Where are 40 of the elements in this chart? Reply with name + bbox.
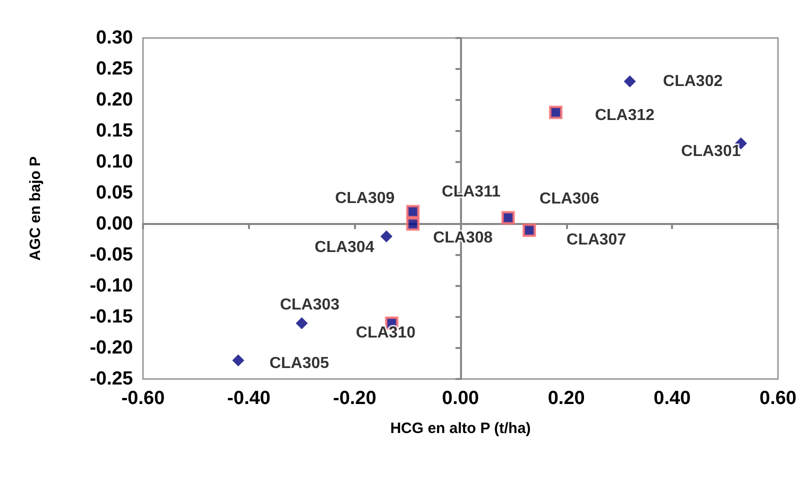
x-tick-label: 0.00 [442,388,479,409]
x-axis-title: HCG en alto P (t/ha) [390,420,531,437]
x-tick-label: 0.20 [548,388,585,409]
x-tick-label: -0.60 [121,388,165,409]
y-tick-label: 0.05 [96,182,134,204]
x-tick-label: 0.60 [760,388,796,409]
y-tick-label: 0.15 [96,120,134,142]
point [406,204,420,218]
point [522,223,536,237]
annotation: CLA305 [269,354,330,372]
y-axis-title: AGC en bajo P [27,156,44,261]
annotation: CLA302 [663,72,723,90]
annotation: CLA312 [594,106,655,124]
y-tick-label: -0.25 [90,368,134,390]
annotation: CLA301 [681,142,741,160]
annotation: CLA310 [356,324,416,342]
y-tick-label: 0.10 [96,152,133,172]
point [380,230,392,242]
point [624,75,636,88]
y-tick-label: -0.15 [90,306,134,328]
y-tick-label: -0.05 [90,244,134,266]
y-tick-label: 0.25 [96,58,134,80]
y-tick-label: 0.20 [96,90,133,110]
annotation: CLA307 [566,232,626,249]
annotation: CLA304 [314,238,374,256]
point [296,317,308,330]
annotation: CLA303 [280,296,340,314]
y-tick-label: -0.20 [90,338,133,358]
point [501,211,515,225]
x-tick-label: -0.20 [333,388,376,409]
point [549,106,562,120]
y-tick-label: 0.30 [96,28,133,48]
y-tick-label: -0.10 [90,276,133,296]
annotation: CLA309 [335,190,395,208]
point [406,217,420,231]
x-tick-label: 0.40 [654,388,691,409]
point [232,354,244,366]
x-tick-label: -0.40 [227,388,270,409]
y-tick-label: 0.00 [96,214,133,234]
annotation: CLA306 [540,190,600,208]
